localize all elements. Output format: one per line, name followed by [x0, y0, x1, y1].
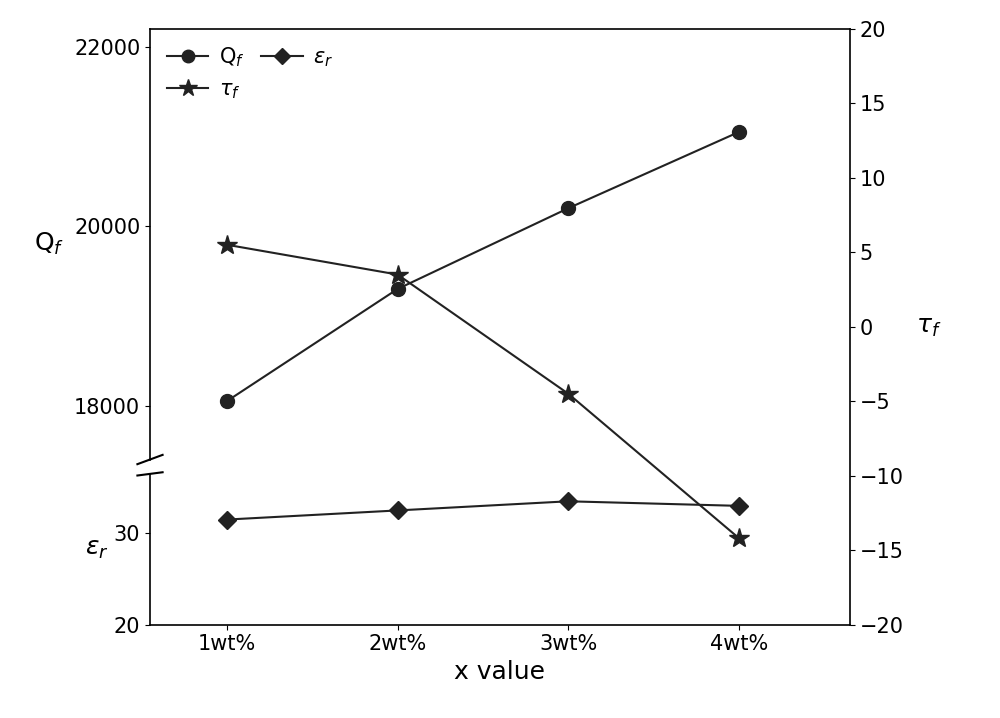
Legend: Q$_f$, $\tau$$_f$, $\varepsilon_r$: Q$_f$, $\tau$$_f$, $\varepsilon_r$ [160, 39, 339, 107]
Y-axis label: $\varepsilon_r$: $\varepsilon_r$ [85, 537, 109, 561]
Y-axis label: $\tau_f$: $\tau_f$ [916, 314, 941, 339]
X-axis label: x value: x value [454, 660, 546, 684]
Y-axis label: Q$_f$: Q$_f$ [34, 231, 64, 257]
